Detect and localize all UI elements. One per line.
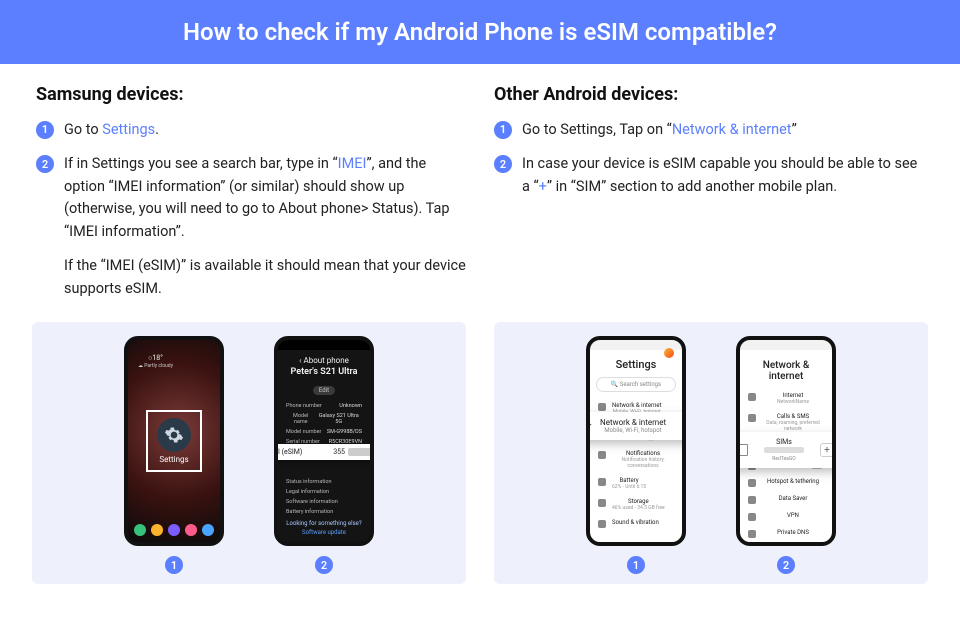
android-step-1: 1 Go to Settings, Tap on “Network & inte… [494, 119, 924, 141]
item-icon [748, 513, 756, 521]
step-body: Go to Settings. [64, 119, 466, 141]
samsung-mock-panel: ○18° ☁ Partly cloudy Settings 1 [32, 322, 466, 584]
step-number: 1 [36, 121, 54, 139]
network-item[interactable]: VPN [740, 508, 832, 525]
about-phone-title: ‹ About phone [278, 350, 370, 367]
samsung-phone-1-wrap: ○18° ☁ Partly cloudy Settings 1 [124, 336, 224, 574]
item-icon [598, 451, 606, 459]
item-icon [748, 479, 756, 487]
dock [128, 524, 220, 536]
settings-link[interactable]: Settings [102, 121, 155, 138]
android-step-2: 2 In case your device is eSIM capable yo… [494, 153, 924, 198]
dock-app-icon[interactable] [168, 524, 180, 536]
android-mock-panel: Settings 🔍 Search settings Network & int… [494, 322, 928, 584]
wifi-icon [586, 421, 592, 431]
edit-button[interactable]: Edit [313, 386, 335, 395]
page-title: How to check if my Android Phone is eSIM… [183, 18, 777, 46]
item-icon [748, 414, 756, 422]
footer-link[interactable]: Looking for something else? Software upd… [286, 520, 362, 536]
mock-row: ○18° ☁ Partly cloudy Settings 1 [0, 322, 960, 584]
network-item[interactable]: Data Saver [740, 491, 832, 508]
content-columns: Samsung devices: 1 Go to Settings. 2 If … [0, 64, 960, 312]
settings-item[interactable]: Battery62% - Until 6:15 [590, 473, 682, 494]
settings-item[interactable]: NotificationsNotification history, conve… [590, 446, 682, 473]
dock-app-icon[interactable] [185, 524, 197, 536]
imei-callout: IMEI (eSIM) 355 [274, 444, 374, 460]
sim-icon [738, 444, 748, 456]
network-internet-link[interactable]: Network & internet [672, 121, 792, 138]
phone-badge: 1 [165, 556, 183, 574]
settings-label: Settings [148, 455, 200, 464]
carrier-blurred [764, 447, 804, 453]
info-row[interactable]: Status information [278, 477, 370, 487]
item-icon [748, 496, 756, 504]
samsung-subtitle: Samsung devices: [36, 84, 466, 105]
android-phone-1-wrap: Settings 🔍 Search settings Network & int… [586, 336, 686, 574]
info-row[interactable]: Legal information [278, 487, 370, 497]
samsung-step-2-extra: If the “IMEI (eSIM)” is available it sho… [36, 255, 466, 300]
search-input[interactable]: 🔍 Search settings [596, 377, 676, 392]
step-extra-text: If the “IMEI (eSIM)” is available it sho… [64, 255, 466, 300]
item-icon [598, 520, 606, 528]
android-phone-2: Network & internet InternetNetworkNameCa… [736, 336, 836, 546]
add-sim-button[interactable]: + [820, 443, 834, 457]
item-icon [598, 403, 606, 411]
step-number: 2 [36, 155, 54, 173]
step-body: Go to Settings, Tap on “Network & intern… [522, 119, 924, 141]
info-row[interactable]: Software information [278, 497, 370, 507]
network-item[interactable]: InternetNetworkName [740, 388, 832, 409]
dock-app-icon[interactable] [134, 524, 146, 536]
step-number: 2 [494, 155, 512, 173]
network-item[interactable]: Hotspot & tethering [740, 474, 832, 491]
more-info-rows: Status informationLegal informationSoftw… [278, 477, 370, 517]
dock-app-icon[interactable] [151, 524, 163, 536]
info-rows: Phone numberUnknownModel nameGalaxy S21 … [278, 401, 370, 447]
item-icon [748, 530, 756, 538]
samsung-phone-2: ‹ About phone Peter's S21 Ultra Edit Pho… [274, 336, 374, 546]
samsung-phone-1: ○18° ☁ Partly cloudy Settings [124, 336, 224, 546]
phone-badge: 2 [777, 556, 795, 574]
gear-icon[interactable] [157, 418, 191, 452]
samsung-step-2: 2 If in Settings you see a search bar, t… [36, 153, 466, 243]
android-subtitle: Other Android devices: [494, 84, 924, 105]
info-row: Phone numberUnknown [278, 401, 370, 411]
item-icon [598, 499, 606, 507]
android-phone-2-wrap: Network & internet InternetNetworkNameCa… [736, 336, 836, 574]
android-phone-1: Settings 🔍 Search settings Network & int… [586, 336, 686, 546]
samsung-step-1: 1 Go to Settings. [36, 119, 466, 141]
settings-item[interactable]: Sound & vibration [590, 515, 682, 532]
dock-app-icon[interactable] [202, 524, 214, 536]
imei-blurred [348, 448, 374, 456]
plus-link[interactable]: + [539, 178, 547, 195]
item-icon [598, 478, 606, 486]
samsung-phone-2-wrap: ‹ About phone Peter's S21 Ultra Edit Pho… [274, 336, 374, 574]
info-row: Model nameGalaxy S21 Ultra 5G [278, 411, 370, 427]
step-body: In case your device is eSIM capable you … [522, 153, 924, 198]
weather-widget: ○18° ☁ Partly cloudy [138, 354, 173, 368]
imei-label: IMEI (eSIM) [274, 448, 302, 456]
info-row: Model numberSM-G998B/DS [278, 427, 370, 437]
settings-highlight-box: Settings [146, 410, 202, 472]
samsung-column: Samsung devices: 1 Go to Settings. 2 If … [36, 84, 466, 312]
device-name: Peter's S21 Ultra [278, 367, 370, 377]
network-callout[interactable]: Network & internet Mobile, Wi-Fi, hotspo… [586, 412, 686, 440]
item-icon [748, 393, 756, 401]
page-header: How to check if my Android Phone is eSIM… [0, 0, 960, 64]
network-title: Network & internet [740, 350, 832, 388]
step-number: 1 [494, 121, 512, 139]
network-item[interactable]: Private DNS [740, 525, 832, 542]
android-column: Other Android devices: 1 Go to Settings,… [494, 84, 924, 312]
phone-badge: 1 [627, 556, 645, 574]
settings-item[interactable]: Storage46% used - 34.5 GB free [590, 494, 682, 515]
step-body: If in Settings you see a search bar, typ… [64, 153, 466, 243]
info-row[interactable]: Battery information [278, 507, 370, 517]
imei-link[interactable]: IMEI [338, 155, 367, 172]
sims-callout: SIMs RedTeaGO + [736, 432, 836, 468]
phone-badge: 2 [315, 556, 333, 574]
